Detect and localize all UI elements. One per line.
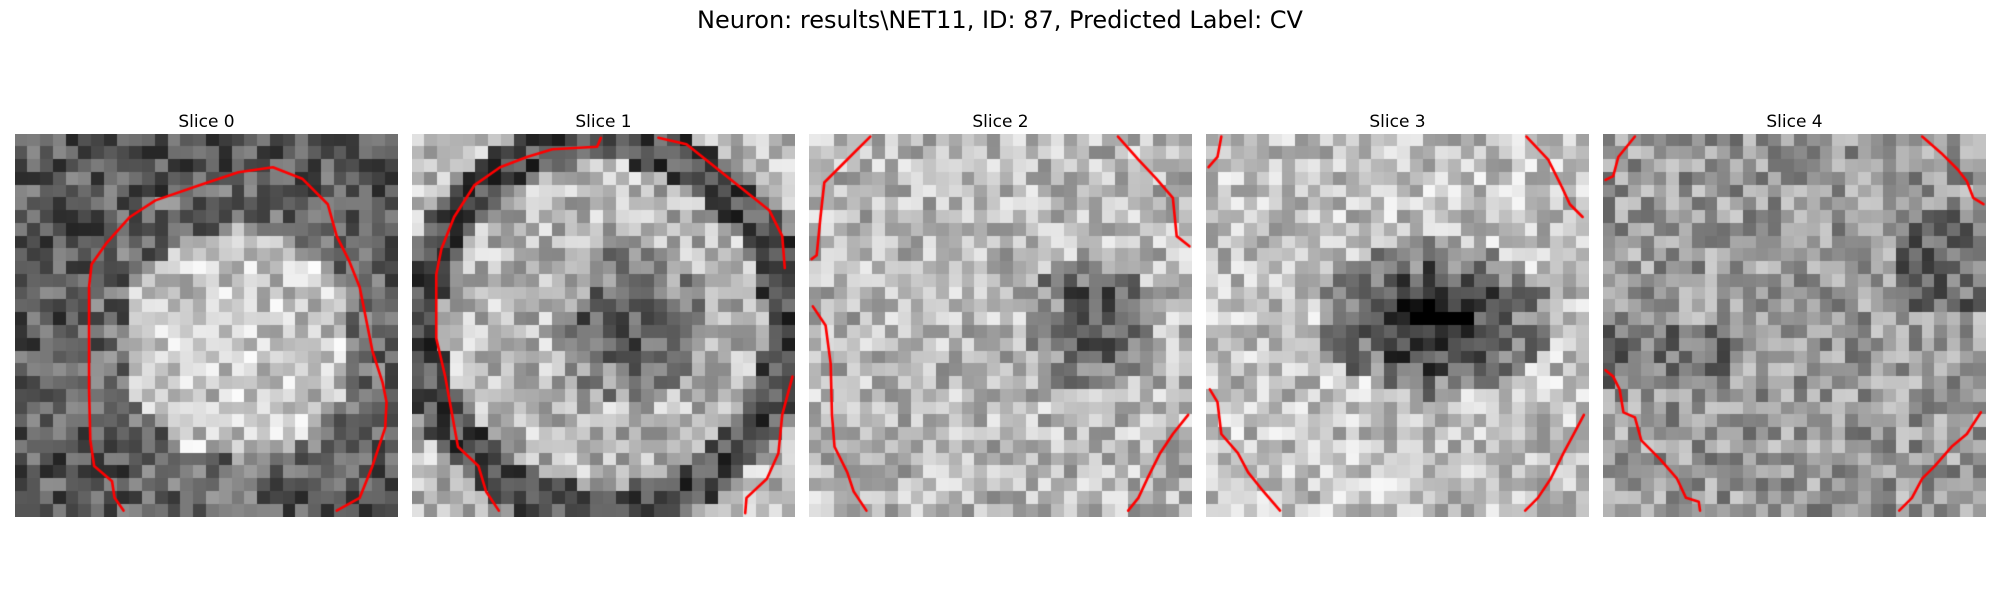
slice-panel-0: Slice 0 — [15, 110, 398, 517]
slice-image-0 — [15, 134, 398, 517]
slice-panel-3: Slice 3 — [1206, 110, 1589, 517]
slice-image-1 — [412, 134, 795, 517]
slice-title: Slice 4 — [1766, 112, 1823, 132]
slice-title: Slice 3 — [1369, 112, 1426, 132]
slice-image-3 — [1206, 134, 1589, 517]
figure-title: Neuron: results\NET11, ID: 87, Predicted… — [697, 6, 1303, 34]
slice-title: Slice 2 — [972, 112, 1029, 132]
slice-panel-4: Slice 4 — [1603, 110, 1986, 517]
slice-panel-2: Slice 2 — [809, 110, 1192, 517]
slice-title: Slice 1 — [575, 112, 632, 132]
slice-title: Slice 0 — [178, 112, 235, 132]
slice-image-2 — [809, 134, 1192, 517]
slice-panel-1: Slice 1 — [412, 110, 795, 517]
slice-image-4 — [1603, 134, 1986, 517]
